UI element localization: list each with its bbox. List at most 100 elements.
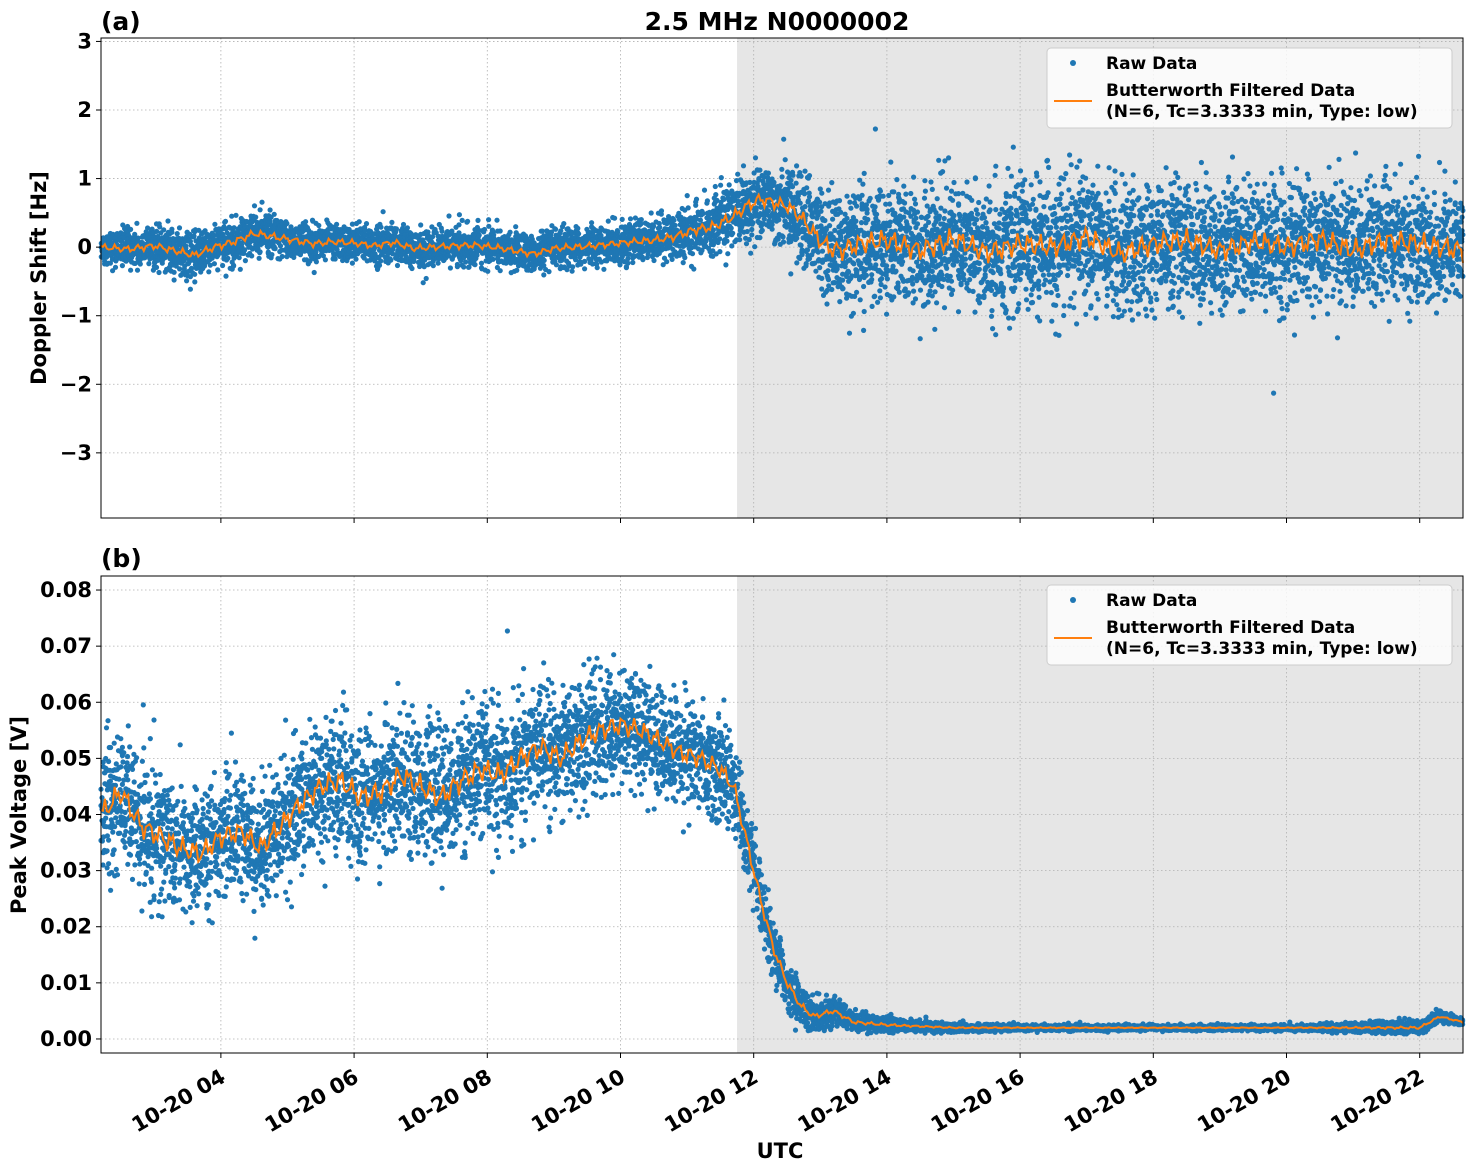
raw-data-point (400, 221, 407, 228)
raw-data-point (955, 309, 962, 315)
raw-data-point (957, 227, 963, 233)
raw-data-point (439, 228, 445, 234)
raw-data-point (818, 208, 824, 214)
raw-data-point (794, 260, 800, 266)
raw-data-point (840, 277, 846, 283)
raw-data-point (682, 255, 688, 261)
raw-data-point (135, 235, 141, 241)
raw-data-point (934, 196, 940, 202)
raw-data-point (919, 273, 925, 279)
raw-data-point (830, 216, 836, 222)
raw-data-point (802, 204, 808, 210)
raw-data-point (513, 224, 519, 230)
raw-data-point (220, 262, 226, 269)
raw-data-point (435, 260, 441, 266)
raw-data-point (225, 255, 231, 261)
raw-data-point (601, 266, 607, 272)
raw-data-point (864, 210, 870, 216)
raw-data-point (910, 281, 916, 287)
raw-data-point (851, 261, 857, 267)
raw-data-point (640, 257, 646, 263)
raw-data-point (541, 257, 547, 263)
raw-data-point (103, 254, 110, 260)
raw-data-point (284, 220, 290, 227)
raw-data-point (825, 277, 832, 283)
raw-data-point (822, 217, 828, 224)
raw-data-point (769, 226, 775, 232)
raw-data-point (879, 276, 885, 282)
raw-data-point (887, 201, 893, 207)
raw-data-point (967, 277, 973, 283)
raw-data-point (901, 183, 907, 189)
raw-data-point (740, 163, 747, 169)
raw-data-point (454, 261, 460, 268)
raw-data-point (378, 224, 384, 230)
raw-data-point (171, 269, 177, 275)
raw-data-point (943, 185, 950, 191)
raw-data-point (497, 228, 503, 234)
raw-data-point (726, 182, 732, 188)
raw-data-point (192, 271, 198, 277)
raw-data-point (893, 268, 899, 274)
raw-data-point (962, 262, 969, 268)
raw-data-point (825, 268, 831, 274)
raw-data-point (546, 269, 552, 275)
raw-data-point (648, 210, 654, 216)
raw-data-point (859, 192, 865, 198)
raw-data-point (569, 268, 575, 274)
raw-data-point (463, 259, 469, 265)
raw-data-point (156, 269, 162, 276)
raw-data-point (717, 236, 723, 242)
raw-data-point (966, 221, 972, 227)
raw-data-point (582, 266, 588, 272)
raw-data-point (730, 230, 736, 236)
raw-data-point (776, 217, 782, 223)
raw-data-point (171, 277, 177, 283)
raw-data-point (854, 289, 860, 295)
raw-data-point (880, 193, 886, 199)
raw-data-point (389, 219, 395, 225)
raw-data-point (929, 268, 935, 274)
raw-data-point (793, 180, 799, 186)
raw-data-point (824, 287, 830, 293)
raw-data-point (211, 261, 217, 267)
raw-data-point (256, 255, 262, 261)
raw-data-point (928, 179, 934, 185)
raw-data-point (237, 266, 243, 272)
raw-data-point (349, 260, 355, 266)
raw-data-point (710, 227, 717, 233)
raw-data-point (894, 177, 900, 183)
raw-data-point (192, 279, 198, 285)
raw-data-point (713, 192, 719, 198)
raw-data-point (848, 205, 854, 211)
raw-data-point (259, 199, 265, 205)
raw-data-point (187, 286, 193, 292)
raw-data-point (941, 215, 947, 222)
raw-data-point (159, 260, 165, 266)
raw-data-point (134, 267, 141, 273)
raw-data-point (145, 225, 151, 231)
raw-data-point (394, 262, 401, 269)
raw-data-point (356, 219, 362, 225)
raw-data-point (388, 257, 394, 263)
raw-data-point (961, 271, 967, 278)
raw-data-point (951, 213, 957, 219)
raw-data-point (907, 225, 913, 231)
raw-data-point (761, 216, 767, 222)
raw-data-point (409, 265, 415, 272)
raw-data-point (934, 300, 940, 306)
raw-data-point (257, 207, 263, 213)
raw-data-point (823, 227, 829, 233)
figure-title: 2.5 MHz N0000002 (645, 7, 910, 36)
raw-data-point (867, 195, 873, 201)
raw-data-point (627, 216, 634, 222)
raw-data-point (750, 220, 756, 226)
raw-data-point (857, 297, 863, 303)
raw-data-point (861, 170, 867, 176)
raw-data-point (658, 208, 665, 214)
raw-data-point (119, 263, 125, 269)
raw-data-point (846, 330, 853, 336)
raw-data-point (271, 211, 277, 217)
raw-data-point (153, 264, 160, 270)
raw-data-point (735, 171, 741, 177)
